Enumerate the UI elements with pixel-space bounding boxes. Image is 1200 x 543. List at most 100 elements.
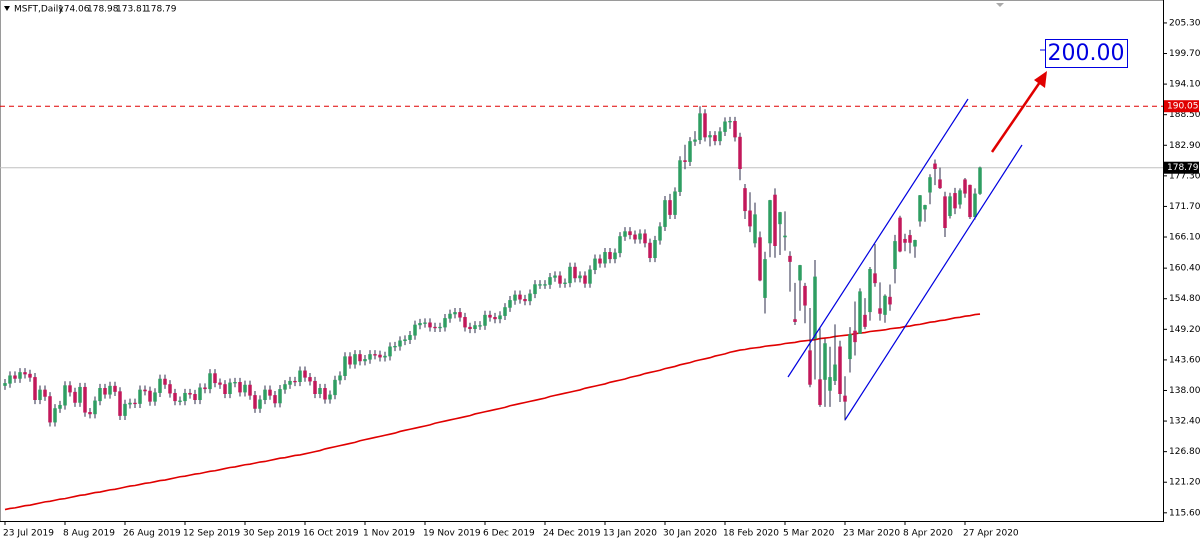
candle-body xyxy=(183,392,187,402)
candle-body xyxy=(173,392,177,402)
candle-body xyxy=(268,389,272,396)
candle-body xyxy=(618,236,622,254)
candle-body xyxy=(263,389,267,401)
x-tick-label: 24 Dec 2019 xyxy=(543,529,601,539)
candle-body xyxy=(643,233,647,244)
candle-body xyxy=(98,388,102,402)
candle-body xyxy=(818,379,822,405)
y-tick-label: 205.30 xyxy=(1169,18,1200,28)
candle-body xyxy=(778,212,782,225)
candle-body xyxy=(668,200,672,215)
candle-body xyxy=(278,389,282,404)
candle-body xyxy=(123,403,127,416)
candle-body xyxy=(728,120,732,123)
level-label: 190.05 xyxy=(1167,102,1199,112)
y-tick-label: 143.60 xyxy=(1169,355,1200,365)
candle-body xyxy=(503,307,507,316)
candle-body xyxy=(748,210,752,227)
y-tick-label: 115.60 xyxy=(1169,508,1200,518)
candle-body xyxy=(948,196,952,216)
x-tick-label: 23 Jul 2019 xyxy=(3,529,54,539)
candle-body xyxy=(138,389,142,404)
candle-body xyxy=(888,296,892,305)
candle-body xyxy=(23,372,27,375)
candle-body xyxy=(903,238,907,243)
candle-body xyxy=(488,314,492,318)
candle-body xyxy=(833,364,837,381)
candle-body xyxy=(723,121,727,132)
candle-body xyxy=(403,339,407,342)
candle-body xyxy=(813,276,817,339)
candle-body xyxy=(393,345,397,348)
candle-body xyxy=(608,252,612,260)
candle-body xyxy=(453,312,457,315)
y-tick-label: 126.80 xyxy=(1169,447,1200,457)
candle-body xyxy=(348,356,352,365)
candle-body xyxy=(148,390,152,402)
candle-body xyxy=(363,359,367,362)
x-tick-label: 12 Sep 2019 xyxy=(183,529,240,539)
candle-body xyxy=(658,226,662,241)
candle-body xyxy=(193,394,197,401)
candle-body xyxy=(853,330,857,343)
y-tick-label: 177.30 xyxy=(1169,171,1200,181)
x-tick-label: 26 Aug 2019 xyxy=(123,529,181,539)
candle-body xyxy=(38,389,42,401)
candle-body xyxy=(208,373,212,390)
candle-body xyxy=(273,395,277,404)
candle-body xyxy=(848,333,852,360)
candle-body xyxy=(228,382,232,395)
candle-body xyxy=(423,322,427,324)
candle-body xyxy=(798,265,802,281)
y-tick-label: 182.90 xyxy=(1169,141,1200,151)
candle-body xyxy=(238,382,242,393)
candle-body xyxy=(33,377,37,401)
candle-body xyxy=(538,284,542,286)
candle-body xyxy=(628,231,632,236)
candle-body xyxy=(288,380,292,385)
candle-body xyxy=(458,312,462,318)
candle-body xyxy=(413,324,417,336)
candle-body xyxy=(468,326,472,330)
candle-body xyxy=(633,234,637,240)
candle-body xyxy=(103,388,107,395)
y-tick-label: 149.20 xyxy=(1169,325,1200,335)
candle-body xyxy=(293,380,297,383)
y-tick-label: 154.80 xyxy=(1169,294,1200,304)
candle-body xyxy=(83,386,87,413)
candle-body xyxy=(143,389,147,392)
candle-body xyxy=(328,394,332,400)
candle-body xyxy=(493,317,497,320)
candle-body xyxy=(928,177,932,193)
candle-body xyxy=(578,275,582,279)
candle-body xyxy=(898,217,902,252)
candle-body xyxy=(763,259,767,298)
candle-body xyxy=(788,255,792,262)
candle-body xyxy=(688,141,692,162)
candle-body xyxy=(463,317,467,328)
candle-body xyxy=(808,350,812,385)
candle-body xyxy=(28,373,32,378)
candle-body xyxy=(68,385,72,393)
candle-body xyxy=(163,378,167,385)
x-tick-label: 1 Nov 2019 xyxy=(363,529,415,539)
marks xyxy=(0,105,1163,511)
candle-body xyxy=(338,375,342,381)
candle-body xyxy=(968,184,972,218)
moving-average xyxy=(4,313,981,511)
candle-body xyxy=(323,388,327,400)
candle-body xyxy=(508,300,512,308)
candle-body xyxy=(773,194,777,247)
candle-body xyxy=(378,354,382,358)
candle-body xyxy=(623,231,627,237)
candle-body xyxy=(858,291,862,334)
candle-body xyxy=(203,387,207,390)
candle-body xyxy=(543,284,547,286)
y-tick-label: 166.10 xyxy=(1169,233,1200,243)
candle-body xyxy=(158,378,162,393)
candle-body xyxy=(583,275,587,284)
y-tick-label: 132.40 xyxy=(1169,417,1200,427)
candle-body xyxy=(868,268,872,313)
x-tick-label: 18 Feb 2020 xyxy=(723,529,779,539)
